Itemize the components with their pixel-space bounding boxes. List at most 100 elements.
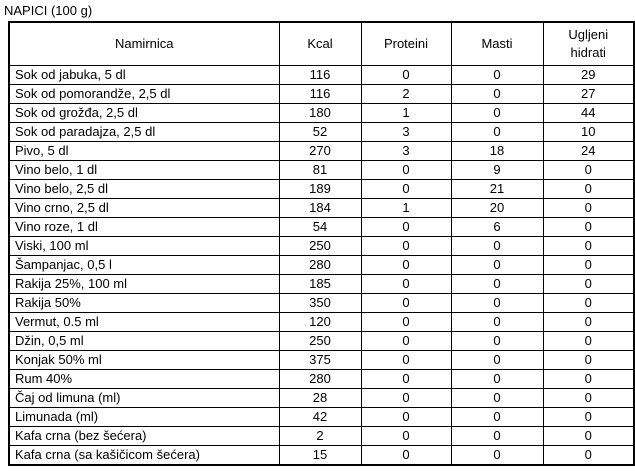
table-row: Šampanjac, 0,5 l 280 0 0 0 [8,254,635,275]
proteini-cell: 0 [360,406,452,427]
table-row: Kafa crna (sa kašičicom šećera) 15 0 0 0 [8,444,635,465]
food-name-cell: Kafa crna (bez šećera) [8,425,280,446]
proteini-cell: 0 [360,216,452,237]
kcal-cell: 250 [278,330,362,351]
ugljeni-hidrati-cell: 0 [542,216,635,237]
masti-cell: 0 [450,121,544,142]
proteini-cell: 3 [360,121,452,142]
proteini-cell: 0 [360,387,452,408]
proteini-cell: 1 [360,102,452,123]
proteini-cell: 0 [360,254,452,275]
header-row: Namirnica Kcal Proteini Masti Ugljeni hi… [8,21,635,66]
masti-cell: 0 [450,425,544,446]
proteini-cell: 0 [360,368,452,389]
proteini-cell: 0 [360,159,452,180]
page-title: NAPICI (100 g) [4,3,93,18]
ugljeni-hidrati-cell: 0 [542,159,635,180]
food-name-cell: Rakija 50% [8,292,280,313]
table-row: Sok od grožđa, 2,5 dl 180 1 0 44 [8,102,635,123]
column-header-kcal: Kcal [278,21,362,66]
food-name-cell: Kafa crna (sa kašičicom šećera) [8,444,280,465]
column-header-namirnica: Namirnica [8,21,280,66]
proteini-cell: 2 [360,83,452,104]
ugljeni-hidrati-cell: 0 [542,406,635,427]
food-name-cell: Vino belo, 1 dl [8,159,280,180]
kcal-cell: 2 [278,425,362,446]
food-name-cell: Sok od jabuka, 5 dl [8,64,280,85]
masti-cell: 18 [450,140,544,161]
food-name-cell: Šampanjac, 0,5 l [8,254,280,275]
proteini-cell: 0 [360,330,452,351]
table-row: Džin, 0,5 ml 250 0 0 0 [8,330,635,351]
masti-cell: 0 [450,444,544,465]
column-header-proteini: Proteini [360,21,452,66]
ugljeni-hidrati-cell: 27 [542,83,635,104]
ugljeni-hidrati-cell: 0 [542,349,635,370]
ugljeni-hidrati-cell: 0 [542,368,635,389]
food-name-cell: Vermut, 0.5 ml [8,311,280,332]
column-header-masti: Masti [450,21,544,66]
kcal-cell: 280 [278,368,362,389]
kcal-cell: 350 [278,292,362,313]
proteini-cell: 0 [360,64,452,85]
napici-nutrition-table: Namirnica Kcal Proteini Masti Ugljeni hi… [8,21,635,466]
table-row: Vino crno, 2,5 dl 184 1 20 0 [8,197,635,218]
food-name-cell: Rakija 25%, 100 ml [8,273,280,294]
ugljeni-hidrati-cell: 0 [542,330,635,351]
proteini-cell: 0 [360,273,452,294]
proteini-cell: 0 [360,311,452,332]
table-row: Rum 40% 280 0 0 0 [8,368,635,389]
table-row: Čaj od limuna (ml) 28 0 0 0 [8,387,635,408]
proteini-cell: 3 [360,140,452,161]
ugljeni-hidrati-cell: 0 [542,254,635,275]
masti-cell: 21 [450,178,544,199]
table-row: Vino belo, 1 dl 81 0 9 0 [8,159,635,180]
food-name-cell: Viski, 100 ml [8,235,280,256]
table-row: Limunada (ml) 42 0 0 0 [8,406,635,427]
kcal-cell: 116 [278,64,362,85]
food-name-cell: Limunada (ml) [8,406,280,427]
kcal-cell: 54 [278,216,362,237]
kcal-cell: 81 [278,159,362,180]
ugljeni-hidrati-cell: 0 [542,387,635,408]
kcal-cell: 116 [278,83,362,104]
food-name-cell: Sok od grožđa, 2,5 dl [8,102,280,123]
food-name-cell: Vino roze, 1 dl [8,216,280,237]
table-row: Pivo, 5 dl 270 3 18 24 [8,140,635,161]
kcal-cell: 52 [278,121,362,142]
masti-cell: 0 [450,406,544,427]
table-row: Vino roze, 1 dl 54 0 6 0 [8,216,635,237]
proteini-cell: 0 [360,444,452,465]
ugljeni-hidrati-cell: 0 [542,235,635,256]
kcal-cell: 15 [278,444,362,465]
table-row: Rakija 50% 350 0 0 0 [8,292,635,313]
table-row: Vino belo, 2,5 dl 189 0 21 0 [8,178,635,199]
masti-cell: 0 [450,273,544,294]
masti-cell: 0 [450,368,544,389]
masti-cell: 0 [450,349,544,370]
table-row: Rakija 25%, 100 ml 185 0 0 0 [8,273,635,294]
ugljeni-hidrati-cell: 0 [542,444,635,465]
masti-cell: 0 [450,311,544,332]
masti-cell: 0 [450,102,544,123]
kcal-cell: 180 [278,102,362,123]
proteini-cell: 1 [360,197,452,218]
masti-cell: 0 [450,235,544,256]
ugljeni-hidrati-cell: 0 [542,311,635,332]
ugljeni-hidrati-cell: 0 [542,425,635,446]
kcal-cell: 189 [278,178,362,199]
food-name-cell: Sok od pomorandže, 2,5 dl [8,83,280,104]
ugljeni-hidrati-cell: 29 [542,64,635,85]
table-row: Konjak 50% ml 375 0 0 0 [8,349,635,370]
food-name-cell: Pivo, 5 dl [8,140,280,161]
ugljeni-hidrati-cell: 0 [542,178,635,199]
column-header-ugljeni-hidrati: Ugljeni hidrati [542,21,635,66]
kcal-cell: 28 [278,387,362,408]
kcal-cell: 375 [278,349,362,370]
food-name-cell: Konjak 50% ml [8,349,280,370]
table-row: Sok od pomorandže, 2,5 dl 116 2 0 27 [8,83,635,104]
kcal-cell: 120 [278,311,362,332]
ugljeni-hidrati-cell: 0 [542,292,635,313]
kcal-cell: 280 [278,254,362,275]
kcal-cell: 184 [278,197,362,218]
